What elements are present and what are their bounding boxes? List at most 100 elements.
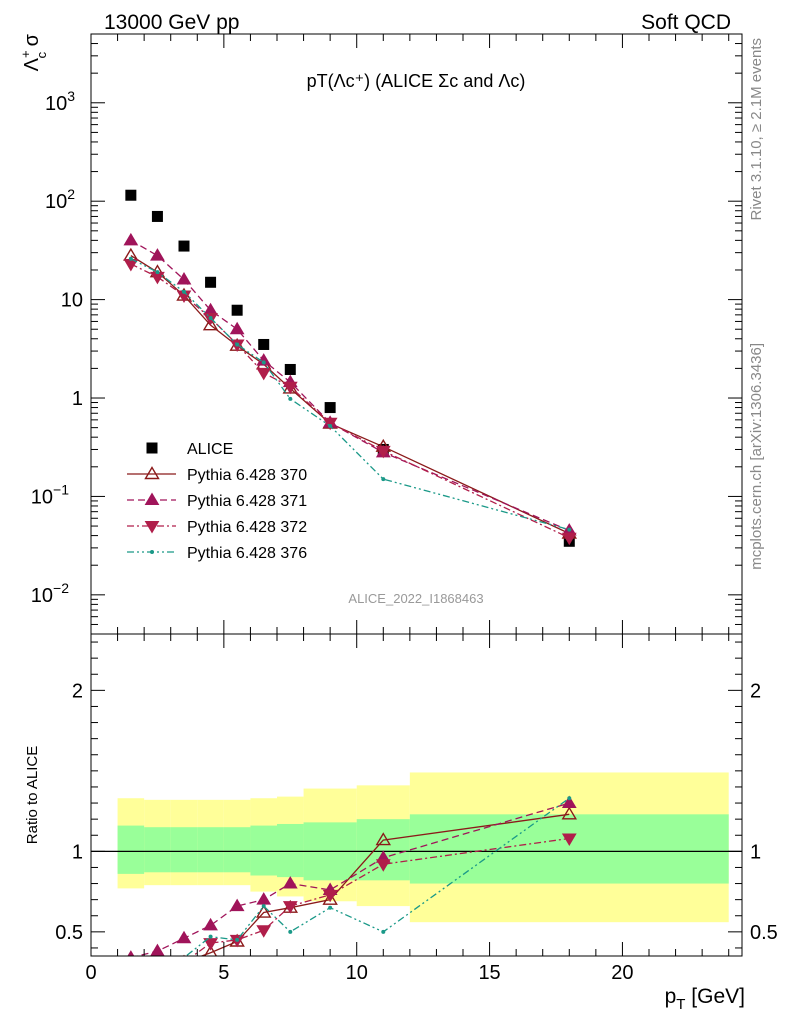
ratio-y-tick-label-right: 2 [750,680,761,702]
data-point-alice [125,189,137,201]
y-tick-base: 10 [31,486,53,508]
legend-marker-alice [146,442,158,454]
data-point-py371 [150,248,165,261]
legend-marker-py370 [144,466,160,480]
legend-item-py376: Pythia 6.428 376 [127,545,307,562]
data-point-py371 [123,232,139,246]
ratio-point-py376 [288,929,293,934]
ratio-point-py371 [229,898,245,912]
band-inner [250,825,277,876]
legend-marker-py376 [150,550,154,554]
ratio-point-py376 [381,929,386,934]
data-point-alice [231,304,243,316]
ratio-point-py376 [235,937,240,942]
y-tick-exp: −1 [53,481,69,497]
data-point-py376 [261,360,266,365]
data-point-py372 [282,381,298,395]
ratio-point-py372 [124,976,137,987]
data-point-py371 [229,321,245,335]
x-tick-label: 15 [478,962,500,984]
x-axis-label: pT [GeV] [665,985,745,1013]
legend-item-py371: Pythia 6.428 371 [127,492,307,510]
data-point-alice [284,363,296,375]
ratio-point-py370 [255,904,272,918]
band-inner [277,823,304,878]
ratio-y-tick-label: 0.5 [55,922,83,944]
ratio-point-py371 [203,917,218,931]
series-py376 [128,256,572,532]
data-point-py372 [375,445,391,459]
legend-label-py370: Pythia 6.428 370 [187,467,307,484]
ratio-point-py370 [375,832,392,846]
ratio-point-py376 [261,904,266,909]
ratio-point-py376 [129,973,133,977]
band-inner [117,825,145,874]
ratio-frame [90,633,743,957]
data-point-py376 [182,289,186,294]
data-point-py376 [128,256,133,261]
ratio-point-py370 [183,954,185,956]
data-point-py371 [176,272,192,285]
ratio-point-py372 [322,889,338,903]
ratio-point-py371 [282,876,298,889]
ratio-panel: Ratio to ALICE pT [GeV] 0.5 0.51 12 20 5 10 15… [24,633,778,1013]
ratio-point-py376 [328,905,333,910]
ratio-point-py372 [561,833,577,846]
y-tick-exp: 3 [67,88,75,104]
legend: ALICE Pythia 6.428 370 Pythia 6.428 371 Pyt… [127,441,307,562]
ratio-point-py370 [561,806,578,820]
main-y-axis-label: Λ+c σ [18,33,49,71]
data-point-py370 [202,317,219,331]
ratio-y-tick-label: 1 [72,841,83,863]
rivet-label: Rivet 3.1.10, ≥ 2.1M events [748,38,765,221]
ratio-point-py372 [282,901,298,914]
ratio-ticks: 0.5 0.51 12 20 5 10 15 20 [55,634,778,984]
ratio-point-py371 [176,930,192,944]
x-tick-label: 20 [611,962,633,984]
ratio-line-py371 [134,802,570,956]
band-inner [409,814,729,884]
legend-marker-py371 [144,492,160,505]
legend-item-alice: ALICE [146,441,233,458]
band-inner [170,827,198,873]
ratio-point-py371 [561,795,577,809]
series-line-py372 [130,263,570,539]
ratio-point-py376 [567,796,572,801]
legend-item-py372: Pythia 6.428 372 [127,519,307,536]
data-point-py376 [567,527,572,532]
ratio-point-py372 [375,859,391,872]
band-inner [197,827,224,873]
data-point-alice [178,240,190,252]
legend-marker-py372 [144,521,160,534]
y-tick-base: 10 [45,93,67,115]
ratio-point-py371 [256,892,272,905]
ratio-point-py370 [151,962,164,973]
x-tick-label: 5 [218,962,229,984]
data-point-alice [151,210,163,222]
ratio-point-py372 [256,925,272,938]
legend-item-py370: Pythia 6.428 370 [127,466,307,484]
y-tick-label: 10 [61,290,83,312]
ratio-point-py371 [127,950,135,956]
ratio-point-py370 [204,944,218,956]
legend-label-alice: ALICE [187,441,233,458]
legend-label-py372: Pythia 6.428 372 [187,519,307,536]
ratio-y-tick-label-right: 0.5 [750,922,778,944]
x-tick-label: 0 [85,962,96,984]
main-plot-area [123,189,578,547]
series-line-py370 [130,255,570,535]
ratio-point-py372 [178,958,191,969]
data-point-alice [258,338,270,350]
ratio-point-py371 [150,943,165,956]
y-tick-label: 103 [45,88,75,115]
data-point-py376 [381,477,386,482]
y-tick-base: 10 [45,191,67,213]
header-right: Soft QCD [641,11,731,34]
y-tick-label: 1 [72,388,83,410]
data-point-py372 [322,417,338,431]
ratio-plot-area [91,772,742,987]
ratio-line-py370 [199,813,570,956]
y-tick-label: 102 [45,186,75,213]
